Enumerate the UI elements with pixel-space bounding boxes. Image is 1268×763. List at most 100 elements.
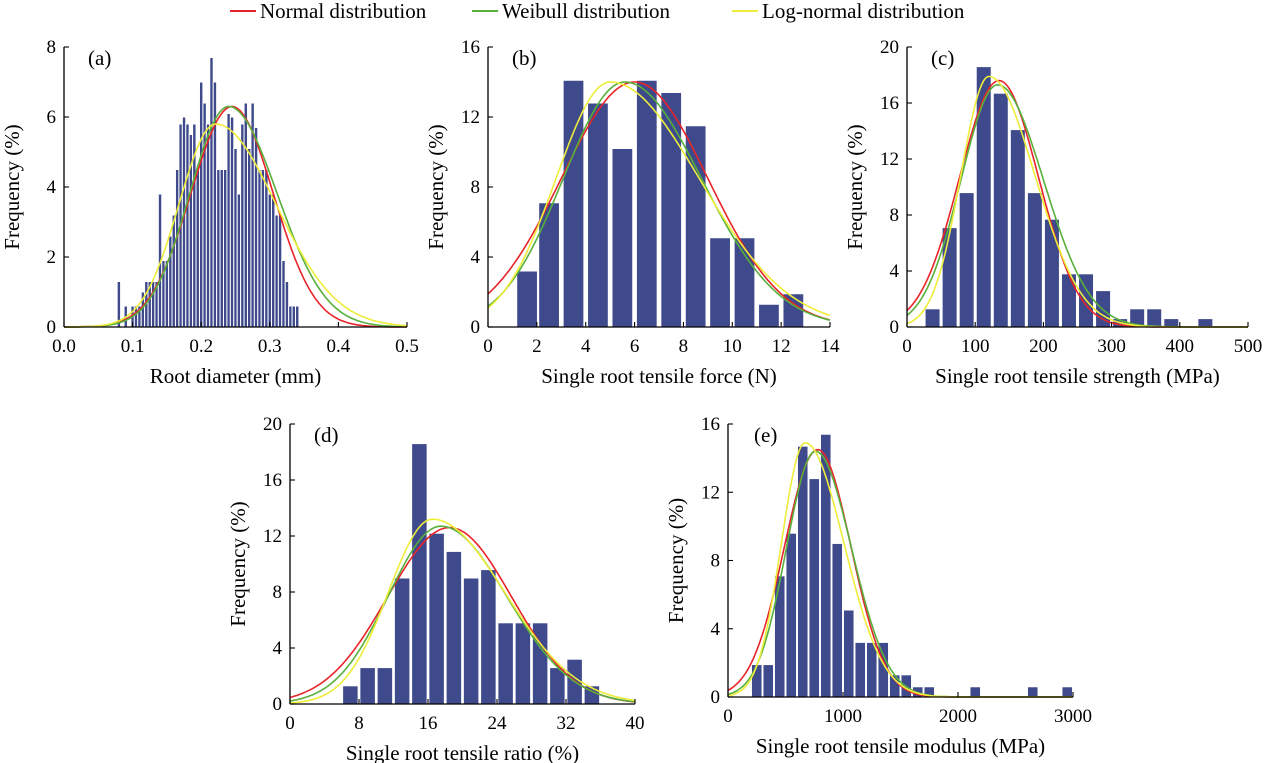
normal-curve bbox=[64, 105, 407, 328]
bar bbox=[750, 664, 763, 698]
x-tick-label: 24 bbox=[488, 713, 508, 734]
panel-label: (d) bbox=[314, 423, 339, 447]
bar bbox=[219, 169, 224, 328]
y-axis-title: Frequency (%) bbox=[664, 498, 688, 623]
x-tick-label: 0.5 bbox=[395, 336, 419, 357]
bar bbox=[773, 575, 786, 698]
bar bbox=[660, 92, 683, 328]
legend-label-lognormal: Log-normal distribution bbox=[762, 0, 965, 23]
y-tick-label: 12 bbox=[263, 526, 282, 547]
bar bbox=[233, 148, 238, 328]
x-tick-label: 0 bbox=[483, 336, 493, 357]
y-tick-label: 16 bbox=[263, 470, 282, 491]
y-axis-title: Frequency (%) bbox=[424, 124, 448, 249]
bar bbox=[284, 281, 290, 328]
bar bbox=[236, 193, 242, 328]
x-tick-label: 300 bbox=[1097, 336, 1126, 357]
bar bbox=[514, 622, 532, 705]
bar bbox=[762, 664, 775, 698]
y-tick-label: 8 bbox=[471, 177, 481, 198]
bars bbox=[750, 433, 1074, 698]
y-tick-label: 4 bbox=[711, 619, 721, 640]
bar bbox=[445, 550, 463, 705]
x-tick-label: 8 bbox=[354, 713, 364, 734]
y-axis-title: Frequency (%) bbox=[0, 124, 24, 249]
x-axis-title: Single root tensile ratio (%) bbox=[346, 741, 579, 763]
x-tick-label: 40 bbox=[626, 713, 645, 734]
bar bbox=[376, 667, 394, 705]
bar bbox=[359, 667, 376, 705]
bar bbox=[516, 270, 538, 328]
bar bbox=[819, 433, 832, 698]
weibull-curve bbox=[64, 105, 408, 328]
y-tick-label: 0 bbox=[711, 687, 721, 708]
normal-curve bbox=[487, 81, 831, 321]
bar bbox=[393, 577, 411, 705]
y-tick-label: 0 bbox=[471, 317, 481, 338]
bar bbox=[295, 305, 300, 328]
y-axis-title: Frequency (%) bbox=[226, 501, 250, 626]
y-tick-label: 20 bbox=[880, 37, 899, 58]
x-tick-label: 0 bbox=[723, 706, 733, 727]
bar bbox=[291, 305, 297, 328]
bar bbox=[1043, 218, 1060, 328]
bar bbox=[842, 609, 855, 698]
bar bbox=[205, 123, 211, 328]
bar bbox=[587, 102, 609, 328]
x-tick-label: 0.3 bbox=[258, 336, 282, 357]
x-tick-label: 16 bbox=[419, 713, 438, 734]
y-tick-label: 16 bbox=[461, 37, 480, 58]
weibull-curve bbox=[906, 84, 1248, 328]
y-tick-label: 12 bbox=[880, 149, 899, 170]
x-tick-label: 0.2 bbox=[189, 336, 213, 357]
y-axis-title: Frequency (%) bbox=[843, 124, 867, 249]
bar bbox=[1061, 686, 1074, 698]
weibull-curve bbox=[487, 81, 831, 321]
bar bbox=[538, 202, 560, 328]
bar bbox=[260, 169, 266, 328]
y-tick-label: 12 bbox=[701, 482, 720, 503]
y-tick-label: 4 bbox=[273, 638, 283, 659]
legend-label-weibull: Weibull distribution bbox=[502, 0, 671, 23]
lognormal-curve bbox=[289, 518, 636, 704]
bar bbox=[969, 686, 982, 698]
bar bbox=[888, 674, 901, 698]
bar bbox=[975, 66, 992, 328]
bar bbox=[611, 148, 634, 328]
panel-c: 0 100 200 300 400 500 0 4 8 12 16 20 (c) Single root … bbox=[843, 37, 1262, 388]
bar bbox=[274, 214, 279, 328]
x-axis-title: Single root tensile force (N) bbox=[541, 364, 777, 388]
bar bbox=[1197, 318, 1214, 328]
bar bbox=[171, 214, 176, 328]
lognormal-curve bbox=[487, 81, 831, 317]
weibull-curve bbox=[289, 525, 636, 703]
normal-curve bbox=[906, 79, 1248, 328]
x-tick-label: 6 bbox=[630, 336, 640, 357]
y-tick-label: 16 bbox=[701, 414, 720, 435]
bar bbox=[257, 169, 262, 328]
x-tick-label: 4 bbox=[581, 336, 591, 357]
bar bbox=[709, 237, 731, 328]
bar bbox=[281, 260, 286, 328]
x-tick-label: 500 bbox=[1234, 336, 1263, 357]
bar bbox=[185, 123, 190, 328]
fit-curves bbox=[64, 105, 408, 328]
bar bbox=[411, 443, 428, 705]
x-tick-label: 0.4 bbox=[327, 336, 351, 357]
x-tick-label: 0 bbox=[285, 713, 295, 734]
bar bbox=[733, 237, 756, 328]
bar bbox=[992, 92, 1009, 328]
bar bbox=[635, 79, 658, 328]
y-tick-label: 20 bbox=[263, 414, 282, 435]
fit-curves bbox=[906, 75, 1248, 328]
bar bbox=[1009, 129, 1026, 328]
bar bbox=[758, 303, 780, 328]
bars bbox=[342, 443, 601, 705]
fit-curves bbox=[289, 518, 636, 704]
bar bbox=[195, 169, 200, 328]
y-tick-label: 4 bbox=[471, 247, 481, 268]
y-tick-label: 4 bbox=[890, 261, 900, 282]
bar bbox=[209, 57, 214, 328]
bar bbox=[226, 113, 231, 328]
bar bbox=[229, 116, 235, 328]
